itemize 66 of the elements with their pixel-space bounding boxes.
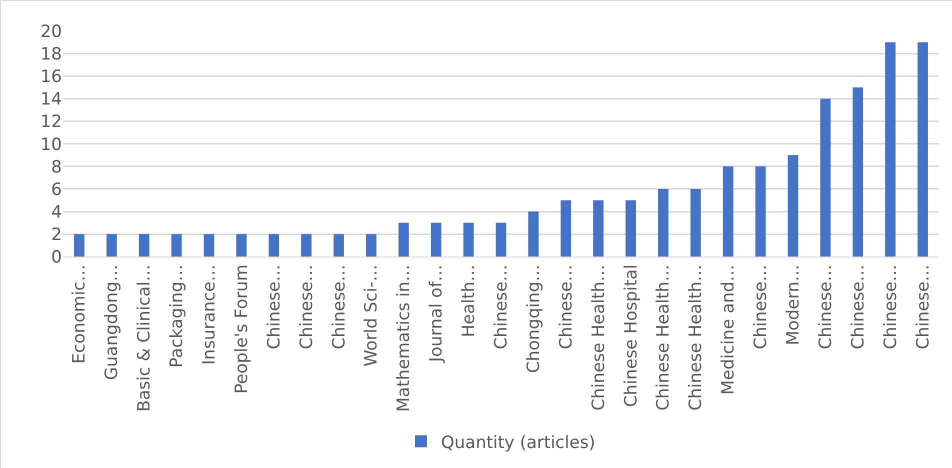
bar (463, 222, 474, 257)
bar (722, 166, 734, 257)
x-tick-label: Chinese… (848, 264, 868, 350)
x-tick-label: Health… (459, 264, 480, 338)
legend-label: Quantity (articles) (441, 432, 596, 453)
bar (334, 234, 344, 257)
bar (885, 42, 896, 257)
x-tick-label: Chinese… (492, 264, 512, 350)
x-tick-label: Chongqing… (524, 264, 544, 374)
x-tick-label: World Sci-… (362, 264, 382, 367)
x-tick-label: Chinese… (913, 264, 934, 350)
x-tick-label: Insurance… (200, 264, 220, 365)
x-tick-label: Chinese Hospital (621, 264, 642, 408)
y-tick-label: 0 (51, 248, 62, 268)
y-tick-label: 12 (40, 112, 62, 132)
x-tick-label: Chinese Health… (654, 264, 674, 411)
x-tick-label: Chinese… (296, 264, 317, 350)
bar (74, 234, 84, 257)
bar (496, 222, 506, 257)
bar (398, 222, 409, 257)
x-tick-label: Chinese… (329, 264, 350, 350)
bar (430, 222, 442, 257)
bar (820, 98, 831, 257)
bar (138, 234, 150, 257)
x-tick-label: Chinese… (816, 264, 836, 350)
bar (268, 234, 280, 257)
bar (755, 166, 766, 257)
y-tick-label: 18 (40, 44, 62, 65)
x-tick-label: Journal of… (426, 264, 447, 364)
bar (560, 200, 572, 257)
x-tick-label: Basic & Clinical… (134, 264, 155, 412)
bar (301, 234, 312, 257)
bar (626, 200, 636, 257)
y-tick-label: 10 (40, 134, 62, 155)
bar (236, 234, 247, 257)
bar (658, 188, 668, 257)
x-tick-label: Economic… (70, 264, 90, 364)
bar (528, 212, 539, 257)
x-tick-label: Guangdong… (102, 264, 122, 380)
x-tick-label: Chinese… (751, 264, 772, 350)
bar (852, 87, 864, 257)
bar (171, 234, 182, 257)
bar (204, 234, 214, 257)
bar (106, 234, 117, 257)
x-tick-label: Chinese… (880, 264, 901, 350)
x-tick-label: Chinese Health… (686, 264, 706, 411)
x-tick-label: People's Forum (232, 264, 252, 394)
y-tick-label: 20 (40, 22, 62, 42)
bar (366, 234, 376, 257)
bar (690, 188, 701, 257)
y-tick-label: 6 (51, 180, 62, 200)
x-tick-label: Packaging… (167, 264, 188, 368)
x-tick-label: Modern… (784, 264, 804, 346)
y-tick-label: 8 (51, 157, 62, 178)
y-tick-label: 4 (51, 202, 62, 222)
y-tick-label: 2 (51, 225, 62, 246)
x-tick-label: Chinese… (264, 264, 284, 350)
y-tick-label: 14 (40, 90, 62, 110)
x-tick-label: Chinese… (556, 264, 576, 350)
x-tick-label: Medicine and… (718, 264, 739, 395)
x-tick-label: Chinese Health… (588, 264, 609, 411)
y-tick-label: 16 (40, 67, 62, 88)
bar (593, 200, 604, 257)
bar (788, 155, 798, 257)
bar (918, 42, 928, 257)
x-tick-label: Mathematics in… (394, 264, 414, 412)
